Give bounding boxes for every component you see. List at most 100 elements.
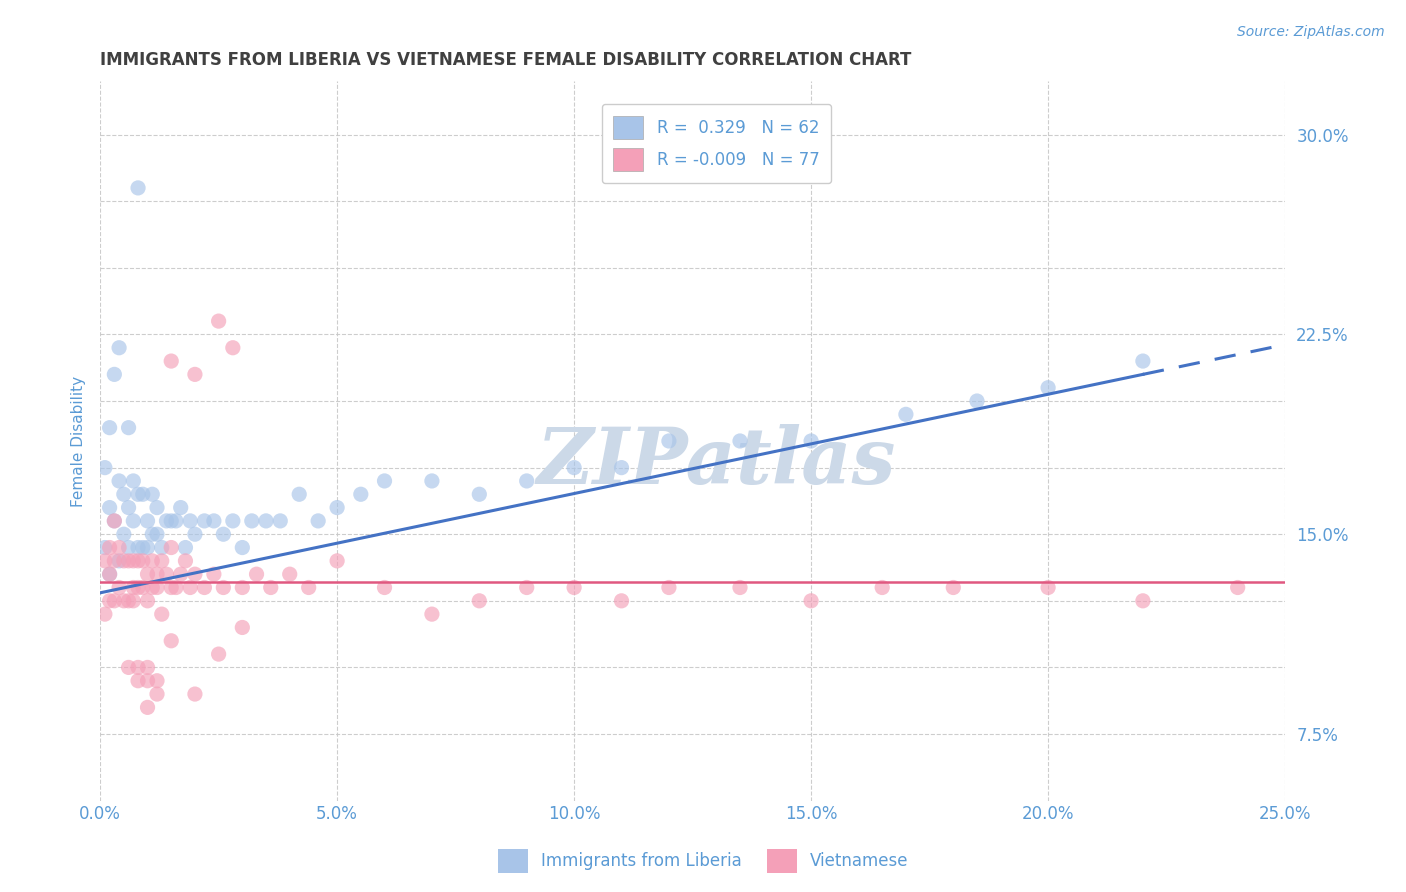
Point [1226,581,1249,595]
Point [160,541,183,555]
Point [94,607,117,621]
Point [658,434,681,448]
Point [160,581,183,595]
Point [373,581,395,595]
Point [562,581,585,595]
Point [146,567,169,582]
Point [800,594,823,608]
Point [103,514,125,528]
Point [942,581,965,595]
Point [98,567,121,582]
Point [132,487,155,501]
Point [160,633,183,648]
Point [127,673,149,688]
Point [141,527,163,541]
Point [1132,594,1154,608]
Point [1036,381,1059,395]
Point [132,581,155,595]
Point [193,581,215,595]
Point [222,514,245,528]
Point [127,541,149,555]
Point [658,581,681,595]
Point [516,474,538,488]
Legend: R =  0.329   N = 62, R = -0.009   N = 77: R = 0.329 N = 62, R = -0.009 N = 77 [602,104,831,183]
Point [122,581,145,595]
Point [245,567,267,582]
Point [127,181,149,195]
Point [298,581,321,595]
Point [174,541,197,555]
Point [610,460,633,475]
Point [94,554,117,568]
Point [117,594,139,608]
Point [610,594,633,608]
Point [288,487,311,501]
Point [108,341,131,355]
Point [170,567,193,582]
Point [420,607,443,621]
Text: ZIPatlas: ZIPatlas [537,425,896,500]
Point [212,527,235,541]
Point [127,581,149,595]
Point [117,500,139,515]
Point [108,541,131,555]
Point [240,514,263,528]
Point [127,487,149,501]
Point [150,554,173,568]
Point [468,487,491,501]
Point [117,420,139,434]
Point [136,700,159,714]
Point [136,541,159,555]
Point [146,527,169,541]
Text: Source: ZipAtlas.com: Source: ZipAtlas.com [1237,25,1385,39]
Point [179,581,201,595]
Point [231,581,253,595]
Point [350,487,373,501]
Point [170,500,193,515]
Point [108,474,131,488]
Point [146,687,169,701]
Point [98,541,121,555]
Point [98,420,121,434]
Point [202,567,225,582]
Point [122,474,145,488]
Point [112,487,135,501]
Point [160,354,183,368]
Point [94,460,117,475]
Point [117,554,139,568]
Point [136,567,159,582]
Point [1036,581,1059,595]
Point [184,368,207,382]
Point [112,594,135,608]
Point [98,594,121,608]
Point [103,514,125,528]
Point [179,514,201,528]
Point [150,607,173,621]
Point [108,554,131,568]
Point [231,541,253,555]
Point [155,567,177,582]
Y-axis label: Female Disability: Female Disability [72,376,86,507]
Point [207,314,229,328]
Legend: Immigrants from Liberia, Vietnamese: Immigrants from Liberia, Vietnamese [491,842,915,880]
Point [108,581,131,595]
Point [307,514,329,528]
Point [117,541,139,555]
Point [103,594,125,608]
Point [516,581,538,595]
Point [150,541,173,555]
Point [127,554,149,568]
Point [98,567,121,582]
Point [254,514,277,528]
Point [278,567,301,582]
Point [231,620,253,634]
Point [141,554,163,568]
Point [326,554,349,568]
Point [184,527,207,541]
Point [136,660,159,674]
Point [103,554,125,568]
Point [117,660,139,674]
Point [146,673,169,688]
Point [127,660,149,674]
Point [141,487,163,501]
